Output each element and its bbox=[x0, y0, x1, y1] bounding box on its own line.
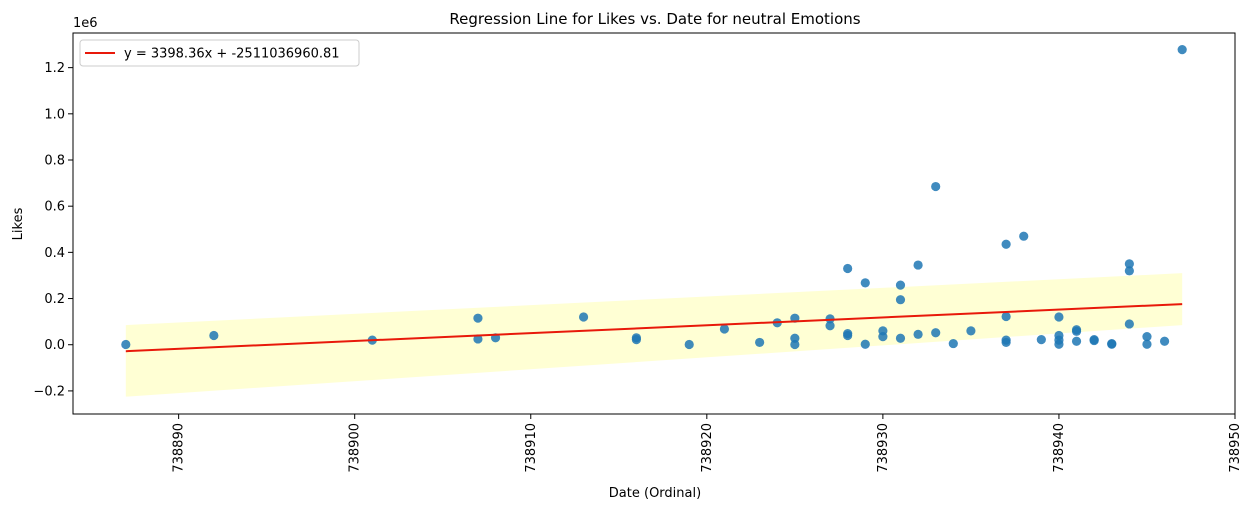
data-point bbox=[684, 339, 694, 350]
data-point bbox=[790, 339, 800, 350]
x-tick-label: 738930 bbox=[876, 423, 891, 473]
data-point bbox=[1124, 266, 1134, 276]
data-point bbox=[209, 330, 219, 341]
y-tick-label: 0.0 bbox=[44, 338, 65, 353]
legend-box bbox=[79, 39, 360, 67]
x-tick-label: 738900 bbox=[348, 423, 363, 473]
data-point bbox=[1177, 45, 1187, 55]
y-tick-label: 1.0 bbox=[44, 107, 65, 122]
y-tick-label: 1.2 bbox=[44, 61, 65, 76]
data-point bbox=[948, 338, 958, 349]
data-point bbox=[895, 280, 906, 290]
x-axis: 738890 738900 738910 738920 738930 738940 7389… bbox=[172, 414, 1243, 473]
x-tick-label: 738940 bbox=[1052, 423, 1067, 473]
data-point bbox=[1159, 336, 1170, 346]
data-point bbox=[860, 339, 870, 349]
data-point bbox=[825, 321, 835, 331]
y-tick-label: 0.8 bbox=[44, 154, 65, 169]
data-point bbox=[1124, 319, 1134, 329]
y-tick-label: −0.2 bbox=[33, 384, 65, 399]
data-point bbox=[1019, 231, 1029, 241]
data-point bbox=[1071, 326, 1082, 336]
data-point bbox=[1001, 337, 1011, 348]
plot-frame bbox=[72, 32, 1236, 415]
y-tick-label: 0.2 bbox=[44, 292, 65, 307]
y-tick-label: 0.6 bbox=[44, 200, 65, 215]
data-point bbox=[1071, 336, 1082, 346]
data-point bbox=[1001, 239, 1011, 249]
data-point bbox=[1124, 259, 1134, 269]
x-tick-label: 738920 bbox=[700, 423, 715, 473]
y-axis-offset-label: 1e6 bbox=[73, 16, 98, 31]
data-point bbox=[1054, 312, 1064, 322]
y-axis-label: Likes bbox=[11, 207, 26, 240]
data-point bbox=[931, 328, 941, 338]
data-point bbox=[755, 337, 765, 348]
x-tick-label: 738910 bbox=[524, 423, 539, 473]
data-point bbox=[1036, 335, 1046, 345]
data-point bbox=[1142, 332, 1152, 342]
y-tick-label: 0.4 bbox=[44, 246, 65, 261]
data-point bbox=[578, 312, 589, 322]
data-point bbox=[913, 260, 923, 270]
data-point bbox=[719, 324, 730, 334]
x-tick-label: 738890 bbox=[172, 423, 187, 473]
data-point bbox=[1001, 311, 1011, 322]
data-point bbox=[966, 326, 976, 336]
data-point bbox=[843, 263, 853, 274]
x-axis-label: Date (Ordinal) bbox=[609, 486, 701, 501]
data-point bbox=[895, 295, 906, 305]
data-point bbox=[121, 339, 131, 350]
data-point bbox=[895, 333, 906, 343]
legend: y = 3398.36x + -2511036960.81 bbox=[79, 39, 360, 67]
legend-entry-regression: y = 3398.36x + -2511036960.81 bbox=[124, 47, 340, 62]
x-tick-label: 738950 bbox=[1228, 423, 1243, 473]
plot-area bbox=[121, 45, 1187, 397]
data-point bbox=[931, 181, 941, 192]
chart-title: Regression Line for Likes vs. Date for n… bbox=[449, 10, 860, 28]
data-point bbox=[473, 334, 483, 344]
data-point bbox=[913, 329, 923, 339]
data-point bbox=[631, 335, 641, 345]
data-point bbox=[473, 313, 483, 323]
data-point bbox=[860, 278, 870, 288]
data-point bbox=[1107, 339, 1117, 349]
data-point bbox=[1054, 339, 1064, 349]
regression-line bbox=[125, 303, 1183, 353]
data-point bbox=[878, 332, 888, 342]
data-point bbox=[1142, 339, 1152, 349]
data-point bbox=[843, 330, 853, 341]
confidence-band bbox=[125, 273, 1183, 397]
data-point bbox=[1089, 335, 1099, 346]
y-axis: −0.2 0.0 0.2 0.4 0.6 0.8 1.0 1.2 bbox=[33, 61, 73, 399]
